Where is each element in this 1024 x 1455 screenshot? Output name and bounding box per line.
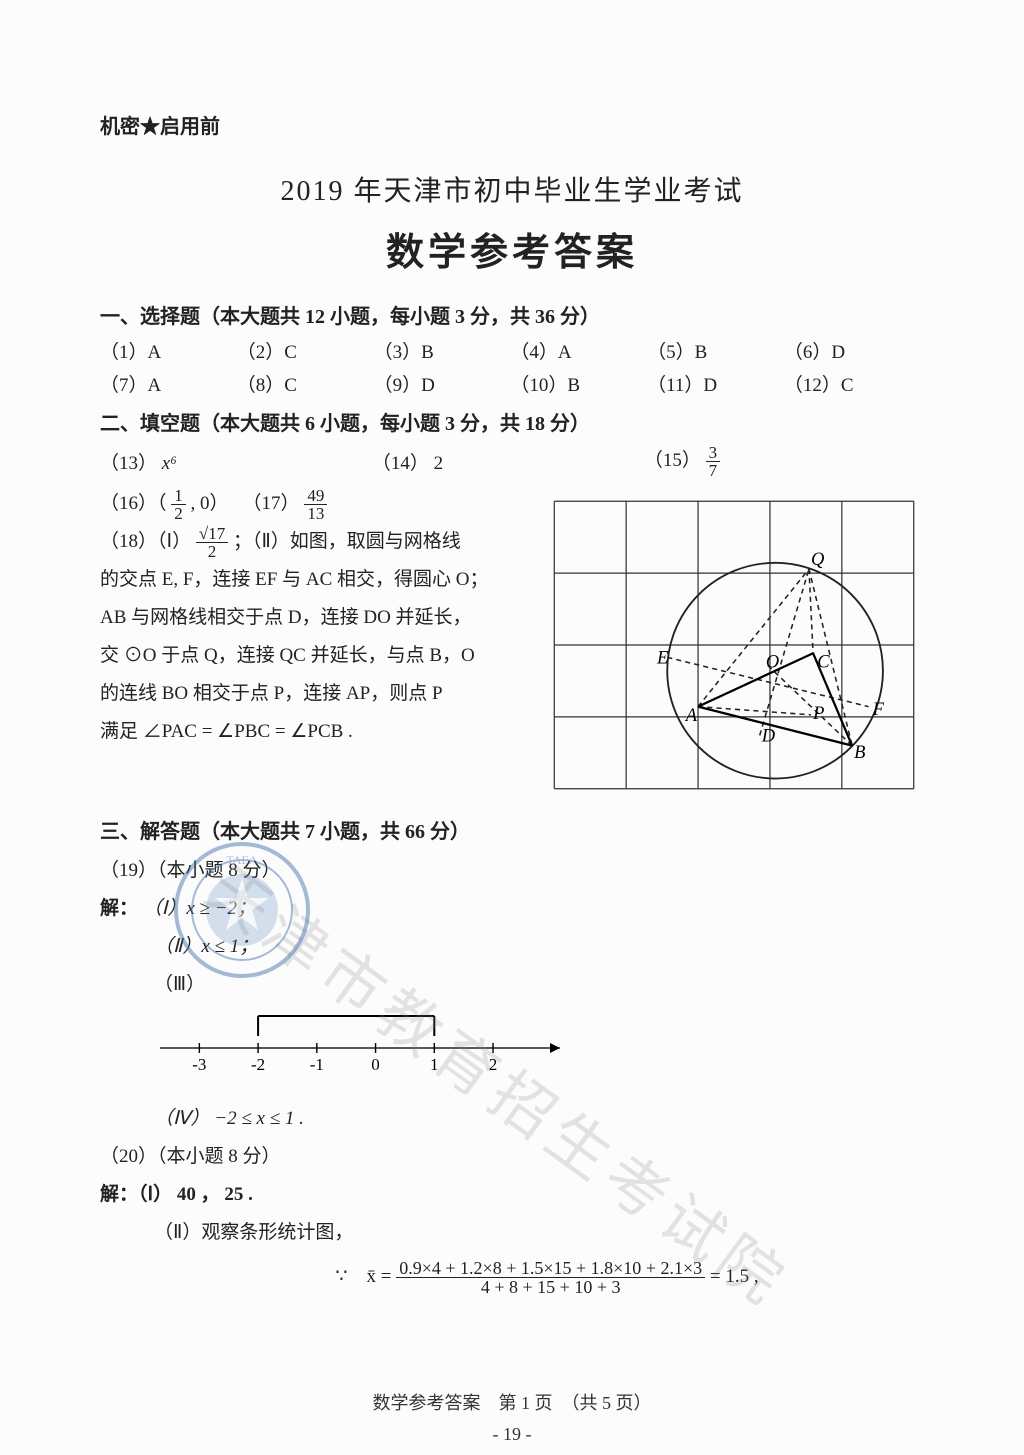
mc-answer: （2）C [237, 337, 374, 364]
mc-row-1: （1）A （2）C （3）B （4）A （5）B （6）D [100, 337, 924, 364]
q20-eq-result: = 1.5 , [710, 1266, 759, 1287]
section1-heading: 一、选择题（本大题共 12 小题，每小题 3 分，共 36 分） [100, 300, 924, 329]
q15-den: 7 [706, 462, 721, 479]
exam-title: 2019 年天津市初中毕业生学业考试 [100, 169, 924, 209]
svg-text:-3: -3 [192, 1055, 206, 1074]
q20-eq-prefix: ∵ x̄ = [335, 1266, 391, 1287]
q16-after: , 0） [191, 493, 229, 514]
q16: （16）（ 1 2 , 0） [100, 485, 243, 523]
q14: （14） 2 [372, 448, 644, 475]
svg-text:D: D [761, 726, 776, 746]
q16-den: 2 [171, 505, 186, 522]
q16-fraction: 1 2 [171, 487, 186, 522]
q18-line2: 的交点 E, F，连接 EF 与 AC 相交，得圆心 O； [100, 561, 532, 599]
q15-label: （15） [644, 450, 701, 471]
q15: （15） 3 7 [644, 444, 924, 479]
q20-sol: 解：（Ⅰ） 40 ， 25 . [100, 1176, 924, 1214]
q20-p2: （Ⅱ）观察条形统计图， [100, 1214, 924, 1252]
q19-p4: （Ⅳ） −2 ≤ x ≤ 1 . [100, 1100, 924, 1138]
q20-eq-den: 4 + 8 + 15 + 10 + 3 [396, 1278, 705, 1296]
fill-row-1: （13） x⁶ （14） 2 （15） 3 7 [100, 444, 924, 479]
svg-text:F: F [872, 699, 885, 719]
q16-num: 1 [171, 487, 186, 505]
svg-text:Q: Q [811, 549, 824, 569]
q20-eq-num: 0.9×4 + 1.2×8 + 1.5×15 + 1.8×10 + 2.1×3 [396, 1259, 705, 1278]
exam-page: 天津市教育招生考试院 TAEA 机密★启用前 2019 年天津市初中毕业生学业考… [0, 0, 1024, 1455]
mc-answer: （5）B [647, 337, 784, 364]
number-line-figure: -3 -2 -1 0 1 2 [140, 1008, 580, 1078]
mc-row-2: （7）A （8）C （9）D （10）B （11）D （12）C [100, 370, 924, 397]
q19-p2: （Ⅱ）x ≤ 1； [100, 928, 924, 966]
q13: （13） x⁶ [100, 448, 372, 475]
section3-heading: 三、解答题（本大题共 7 小题，共 66 分） [100, 815, 924, 844]
q19-title: （19）（本小题 8 分） [100, 852, 924, 890]
q20-sol-text: 解：（Ⅰ） 40 ， 25 . [100, 1184, 253, 1205]
page-number: - 19 - [0, 1424, 1024, 1445]
q17: （17） 49 13 [243, 485, 386, 523]
page-footer: 数学参考答案 第 1 页 （共 5 页） [0, 1389, 1024, 1415]
svg-text:E: E [656, 647, 668, 667]
svg-text:B: B [854, 742, 865, 762]
mc-answer: （3）B [374, 337, 511, 364]
q17-fraction: 49 13 [304, 487, 327, 522]
confidential-label: 机密★启用前 [100, 110, 924, 139]
q17-label: （17） [243, 493, 300, 514]
q14-label: （14） [372, 453, 429, 474]
q17-num: 49 [304, 487, 327, 505]
q20-equation: ∵ x̄ = 0.9×4 + 1.2×8 + 1.5×15 + 1.8×10 +… [170, 1258, 924, 1296]
mc-answer: （10）B [510, 370, 647, 397]
mc-answer: （4）A [510, 337, 647, 364]
mc-answer: （6）D [784, 337, 921, 364]
svg-text:A: A [684, 705, 698, 725]
q18-line1: （18）（Ⅰ） √17 2 ；（Ⅱ）如图，取圆与网格线 [100, 523, 532, 561]
mc-answer: （9）D [374, 370, 511, 397]
q19-sol-label: 解： [100, 898, 138, 919]
q19-solution: 解： （Ⅰ）x ≥ −2； [100, 890, 924, 928]
mc-answer: （7）A [100, 370, 237, 397]
q19-p3-label: （Ⅲ） [154, 974, 205, 995]
mc-answer: （11）D [647, 370, 784, 397]
q19-p1: （Ⅰ）x ≥ −2； [143, 898, 256, 919]
q15-fraction: 3 7 [706, 444, 721, 479]
mc-answer: （12）C [784, 370, 921, 397]
q18-num: √17 [196, 525, 228, 543]
q19-block: （19）（本小题 8 分） 解： （Ⅰ）x ≥ −2； （Ⅱ）x ≤ 1； （Ⅲ… [100, 852, 924, 1138]
svg-text:C: C [817, 652, 830, 672]
q18-line5: 的连线 BO 相交于点 P，连接 AP，则点 P [100, 675, 532, 713]
doc-title: 数学参考答案 [100, 221, 924, 276]
q18-fraction: √17 2 [196, 525, 228, 560]
q16-label: （16）（ [100, 493, 167, 514]
q13-label: （13） [100, 453, 157, 474]
q20-eq-fraction: 0.9×4 + 1.2×8 + 1.5×15 + 1.8×10 + 2.1×3 … [396, 1259, 705, 1296]
svg-text:-2: -2 [251, 1055, 265, 1074]
q18-text1: ；（Ⅱ）如图，取圆与网格线 [233, 531, 461, 552]
svg-text:-1: -1 [310, 1055, 324, 1074]
mc-answer: （8）C [237, 370, 374, 397]
q18-line4: 交 ⊙O 于点 Q，连接 QC 并延长，与点 B，O [100, 637, 532, 675]
svg-text:2: 2 [489, 1055, 498, 1074]
q20-block: （20）（本小题 8 分） 解：（Ⅰ） 40 ， 25 . （Ⅱ）观察条形统计图… [100, 1138, 924, 1296]
geometry-figure: Q E O C A D P F B [544, 485, 924, 805]
q19-p3: （Ⅲ） [100, 966, 924, 1004]
q13-value: x⁶ [162, 453, 177, 474]
q16-18-text: （16）（ 1 2 , 0） （17） 49 13 （18）（Ⅰ） [100, 485, 532, 805]
mc-answer: （1）A [100, 337, 237, 364]
svg-text:0: 0 [371, 1055, 380, 1074]
q15-num: 3 [706, 444, 721, 462]
q18-den: 2 [196, 543, 228, 560]
q20-title: （20）（本小题 8 分） [100, 1138, 924, 1176]
section2-heading: 二、填空题（本大题共 6 小题，每小题 3 分，共 18 分） [100, 407, 924, 436]
q18-line6: 满足 ∠PAC = ∠PBC = ∠PCB . [100, 713, 532, 751]
q18-prefix: （18）（Ⅰ） [100, 531, 191, 552]
q18-line3: AB 与网格线相交于点 D，连接 DO 并延长， [100, 599, 532, 637]
svg-text:O: O [766, 652, 779, 672]
q14-value: 2 [434, 453, 444, 474]
q17-den: 13 [304, 505, 327, 522]
svg-text:P: P [812, 703, 824, 723]
svg-text:1: 1 [430, 1055, 439, 1074]
